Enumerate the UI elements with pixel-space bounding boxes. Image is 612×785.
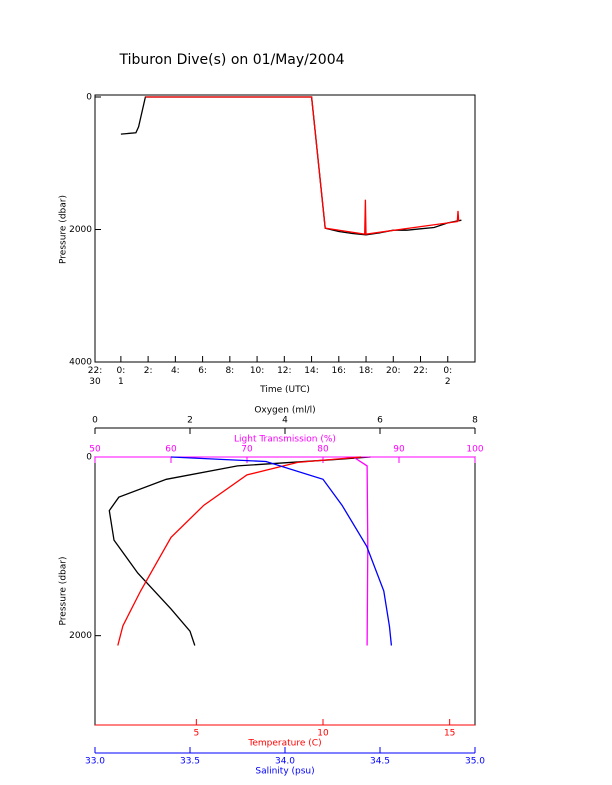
y-axis-label: Pressure (dbar) — [59, 195, 69, 264]
plot-frame — [94, 94, 476, 363]
x-tick-label: 100 — [466, 445, 483, 455]
x-tick-label: 8: — [225, 366, 235, 376]
data-line — [117, 456, 362, 646]
x-tick-label: 5 — [193, 729, 199, 739]
data-line — [145, 96, 460, 235]
x-tick-label: 20: — [386, 366, 401, 376]
x-tick-label: 80 — [317, 445, 329, 455]
data-line — [108, 456, 371, 646]
x-tick-label: 10: — [249, 366, 265, 376]
x-tick-label: 22: 30 — [87, 366, 103, 387]
x-tick-label: 35.0 — [465, 757, 485, 767]
x-tick-label: 10 — [317, 729, 329, 739]
data-line — [353, 456, 369, 646]
x-tick-label: 0 — [92, 416, 98, 426]
data-line — [170, 456, 393, 646]
x-axis-label: Oxygen (ml/l) — [254, 406, 315, 416]
x-tick-label: 0: 1 — [116, 366, 126, 387]
x-tick-label: 60 — [165, 445, 177, 455]
x-tick-label: 18: — [358, 366, 374, 376]
y-tick-label: 2000 — [69, 225, 92, 235]
x-tick-label: 33.5 — [180, 757, 200, 767]
chart-title: Tiburon Dive(s) on 01/May/2004 — [118, 52, 344, 68]
x-tick-label: 16: — [331, 366, 347, 376]
y-axis-label: Pressure (dbar) — [59, 557, 69, 626]
x-tick-label: 33.0 — [85, 757, 105, 767]
plot-frame — [94, 456, 476, 726]
x-tick-label: 0: 2 — [443, 366, 453, 387]
x-tick-label: 4 — [282, 416, 288, 426]
x-tick-label: 34.0 — [275, 757, 295, 767]
x-axis-label: Salinity (psu) — [255, 767, 314, 777]
x-tick-label: 34.5 — [370, 757, 390, 767]
x-tick-label: 15 — [444, 729, 455, 739]
y-tick-label: 4000 — [69, 358, 92, 368]
x-tick-label: 4: — [170, 366, 180, 376]
x-tick-label: 8 — [472, 416, 478, 426]
x-tick-label: 2: — [143, 366, 153, 376]
x-axis-label: Time (UTC) — [260, 385, 310, 395]
x-tick-label: 50 — [89, 445, 101, 455]
data-line — [120, 96, 462, 236]
x-tick-label: 6 — [377, 416, 383, 426]
x-tick-label: 6: — [198, 366, 207, 376]
x-axis-label: Temperature (C) — [247, 739, 321, 749]
y-tick-label: 0 — [86, 453, 92, 463]
x-tick-label: 70 — [241, 445, 253, 455]
y-tick-label: 0 — [86, 93, 92, 103]
y-tick-label: 2000 — [69, 631, 92, 641]
x-axis-label: Light Transmission (%) — [234, 435, 336, 445]
x-tick-label: 12: — [277, 366, 292, 376]
x-tick-label: 22: — [413, 366, 428, 376]
x-tick-label: 2 — [187, 416, 193, 426]
x-tick-label: 14: — [304, 366, 319, 376]
x-tick-label: 90 — [393, 445, 405, 455]
